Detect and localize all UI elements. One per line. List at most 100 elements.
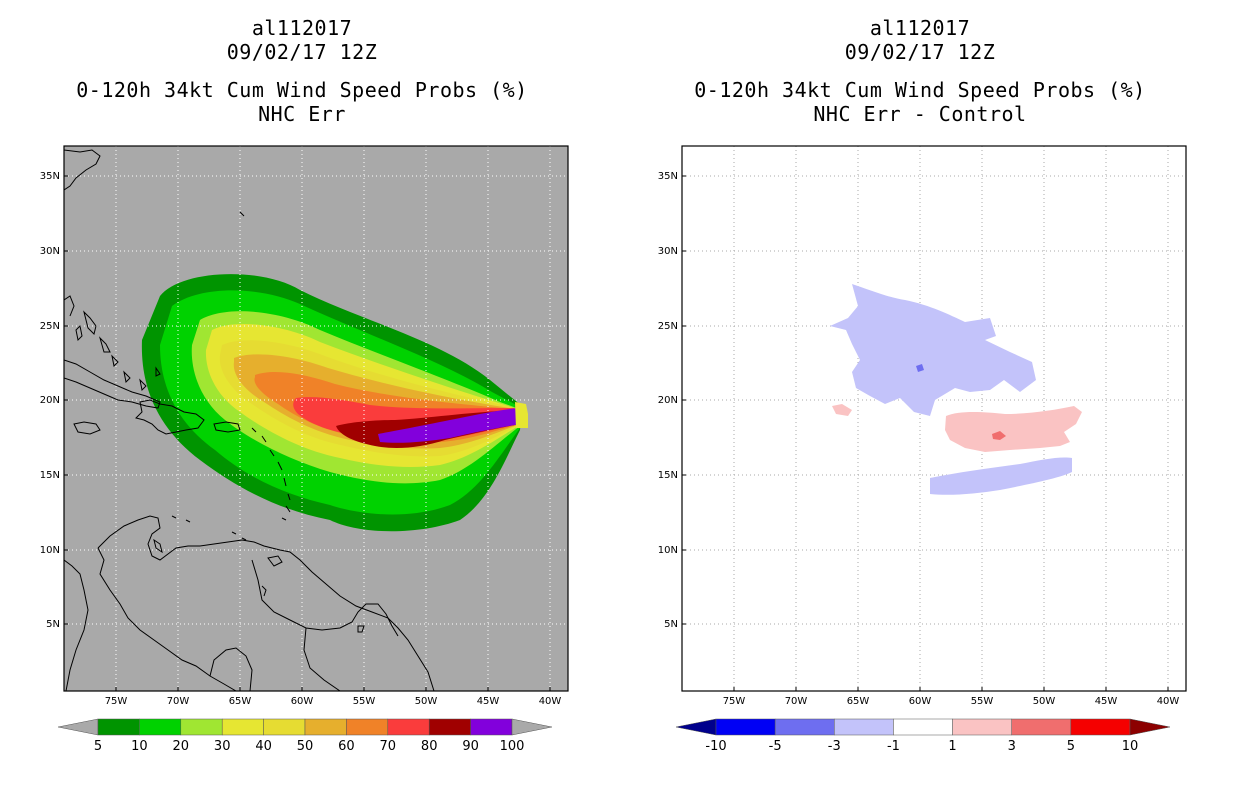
left-map — [63, 145, 569, 692]
right-colorbar-label: -1 — [887, 739, 900, 754]
right-lon-label: 75W — [723, 696, 746, 707]
left-lon-label: 45W — [477, 696, 500, 707]
right-colorbar-label: 5 — [1067, 739, 1075, 754]
right-lon-label: 65W — [847, 696, 870, 707]
left-colorbar-label: 50 — [297, 739, 314, 754]
right-colorbar: -10 -5 -3 -1 1 3 5 10 — [675, 718, 1171, 754]
right-colorbar-segment — [952, 718, 1012, 736]
left-datetime: 09/02/17 12Z — [226, 40, 378, 64]
right-colorbar-segment — [1070, 718, 1131, 736]
right-subtitle: NHC Err - Control — [813, 102, 1027, 126]
left-lon-label: 60W — [291, 696, 314, 707]
right-colorbar-label: -3 — [828, 739, 841, 754]
left-colorbar-label: 60 — [338, 739, 355, 754]
left-colorbar-segment — [470, 718, 513, 736]
left-colorbar-label: 70 — [380, 739, 397, 754]
left-colorbar-segment — [263, 718, 306, 736]
right-lat-label: 25N — [658, 321, 678, 332]
left-lon-label: 40W — [539, 696, 562, 707]
right-lon-label: 45W — [1095, 696, 1118, 707]
axis-labels: 75W 70W 65W 60W 55W 50W 45W 40W 35N 30N 25N 20N 15N 1… — [40, 171, 1180, 707]
left-panel-title: al112017 09/02/17 12Z 0-120h 34kt Cum Wi… — [22, 16, 582, 126]
right-colorbar-label: 10 — [1122, 739, 1139, 754]
right-panel-title: al112017 09/02/17 12Z 0-120h 34kt Cum Wi… — [640, 16, 1200, 126]
prob-90 — [378, 408, 520, 443]
left-lon-label: 55W — [353, 696, 376, 707]
right-difference-field — [830, 284, 1082, 495]
right-lat-label: 30N — [658, 246, 678, 257]
left-lat-label: 35N — [40, 171, 60, 182]
right-colorbar-segment — [893, 718, 953, 736]
right-colorbar-low-arrow — [675, 718, 717, 736]
right-lat-label: 10N — [658, 545, 678, 556]
diff-pos-3 — [992, 431, 1006, 440]
right-lat-label: 15N — [658, 470, 678, 481]
right-colorbar-label: -5 — [769, 739, 782, 754]
left-lat-label: 15N — [40, 470, 60, 481]
left-colorbar-high-arrow — [511, 718, 553, 736]
left-colorbar-label: 90 — [462, 739, 479, 754]
left-colorbar-segment — [428, 718, 471, 736]
right-storm-id: al112017 — [869, 16, 971, 40]
left-colorbar-low-arrow — [57, 718, 99, 736]
left-lon-label: 65W — [229, 696, 252, 707]
right-lat-label: 20N — [658, 395, 678, 406]
left-subtitle: NHC Err — [258, 102, 346, 126]
left-colorbar-segment — [139, 718, 182, 736]
left-colorbar-label: 40 — [255, 739, 272, 754]
right-lon-label: 60W — [909, 696, 932, 707]
diff-pos-1b — [832, 404, 852, 416]
left-colorbar-label: 20 — [173, 739, 190, 754]
diff-neg-3 — [916, 364, 924, 372]
left-storm-id: al112017 — [251, 16, 353, 40]
right-lat-label: 35N — [658, 171, 678, 182]
right-colorbar-segment — [715, 718, 776, 736]
left-map-frame — [63, 145, 569, 692]
right-lat-label: 5N — [664, 619, 678, 630]
left-grid — [64, 146, 568, 691]
left-colorbar-segment — [346, 718, 389, 736]
left-colorbar-label: 30 — [214, 739, 231, 754]
left-lat-label: 5N — [46, 619, 60, 630]
left-lat-label: 25N — [40, 321, 60, 332]
right-map — [681, 145, 1187, 692]
left-lat-label: 10N — [40, 545, 60, 556]
right-lon-label: 40W — [1157, 696, 1180, 707]
right-colorbar-label: -10 — [705, 739, 726, 754]
right-colorbar-segment — [1011, 718, 1072, 736]
left-colorbar-label: 80 — [421, 739, 438, 754]
diff-neg-1b — [930, 457, 1072, 495]
right-colorbar-segment — [834, 718, 894, 736]
right-colorbar-high-arrow — [1129, 718, 1171, 736]
right-colorbar-segment — [774, 718, 835, 736]
left-colorbar-segment — [304, 718, 347, 736]
right-map-frame — [681, 145, 1187, 692]
left-lon-label: 75W — [105, 696, 128, 707]
left-lon-label: 70W — [167, 696, 190, 707]
left-colorbar: 5 10 20 30 40 50 60 70 80 90 100 — [57, 718, 553, 754]
left-probability-field — [141, 274, 528, 532]
left-colorbar-label: 10 — [131, 739, 148, 754]
left-colorbar-label: 5 — [94, 739, 102, 754]
left-colorbar-label: 100 — [500, 739, 525, 754]
left-lon-label: 50W — [415, 696, 438, 707]
right-datetime: 09/02/17 12Z — [844, 40, 996, 64]
left-lat-label: 30N — [40, 246, 60, 257]
left-colorbar-segment — [221, 718, 264, 736]
right-product: 0-120h 34kt Cum Wind Speed Probs (%) — [694, 78, 1146, 102]
right-map-background — [682, 146, 1186, 691]
right-lon-label: 55W — [971, 696, 994, 707]
left-colorbar-segment — [97, 718, 140, 736]
left-colorbar-segment — [180, 718, 223, 736]
right-lon-label: 50W — [1033, 696, 1056, 707]
right-colorbar-label: 3 — [1008, 739, 1016, 754]
left-lat-label: 20N — [40, 395, 60, 406]
prob-100 — [515, 402, 528, 428]
left-colorbar-segment — [387, 718, 430, 736]
right-colorbar-label: 1 — [948, 739, 956, 754]
diff-neg-1 — [830, 284, 1036, 416]
left-product: 0-120h 34kt Cum Wind Speed Probs (%) — [76, 78, 528, 102]
right-lon-label: 70W — [785, 696, 808, 707]
diff-pos-1 — [945, 406, 1082, 452]
